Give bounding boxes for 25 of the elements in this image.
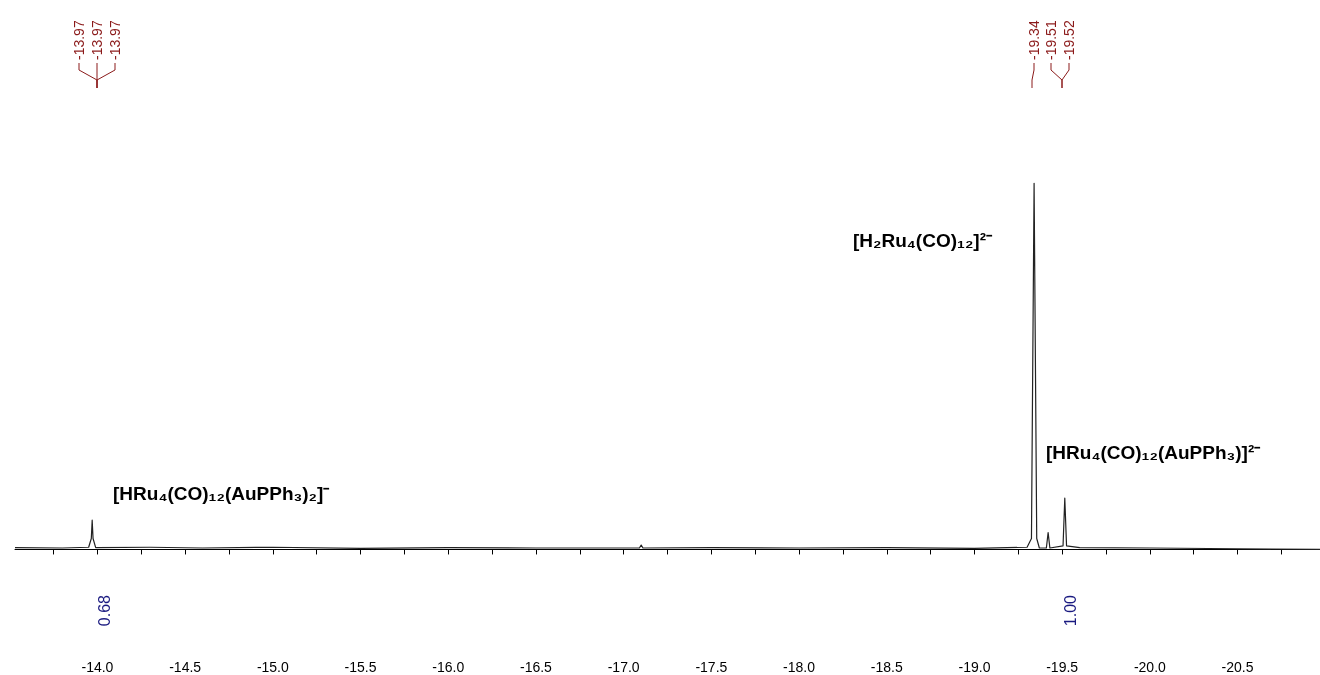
- text: 1.00: [1061, 594, 1079, 627]
- annotation: [HRu₄(CO)₁₂(AuPPh₃)₂]⁻: [113, 482, 331, 504]
- text: -19.51: [1043, 20, 1059, 60]
- x-tick-label: -18.5: [870, 659, 903, 675]
- annotation: [HRu₄(CO)₁₂(AuPPh₃)]²⁻: [1046, 441, 1262, 463]
- text: -19.34: [1026, 20, 1042, 60]
- text: 0.68: [95, 594, 113, 627]
- x-tick-label: -20.5: [1221, 659, 1254, 675]
- x-tick-label: -17.0: [607, 659, 640, 675]
- x-tick-label: -15.5: [344, 659, 377, 675]
- x-tick-label: -16.0: [432, 659, 465, 675]
- text: -13.97: [107, 20, 123, 60]
- text: -13.97: [71, 20, 87, 60]
- annotation: [H₂Ru₄(CO)₁₂]²⁻: [853, 229, 993, 251]
- x-tick-label: -14.5: [169, 659, 202, 675]
- x-tick-label: -20.0: [1133, 659, 1167, 675]
- x-tick-label: -19.0: [958, 659, 991, 675]
- x-tick-label: -19.5: [1046, 659, 1079, 675]
- x-tick-label: -16.5: [519, 659, 553, 675]
- x-tick-label: -18.0: [783, 659, 816, 675]
- x-tick-label: -17.5: [695, 659, 728, 675]
- x-tick-label: -14.0: [81, 659, 114, 675]
- text: -13.97: [89, 20, 105, 60]
- x-tick-label: -15.0: [256, 659, 290, 675]
- text: -19.52: [1061, 20, 1077, 60]
